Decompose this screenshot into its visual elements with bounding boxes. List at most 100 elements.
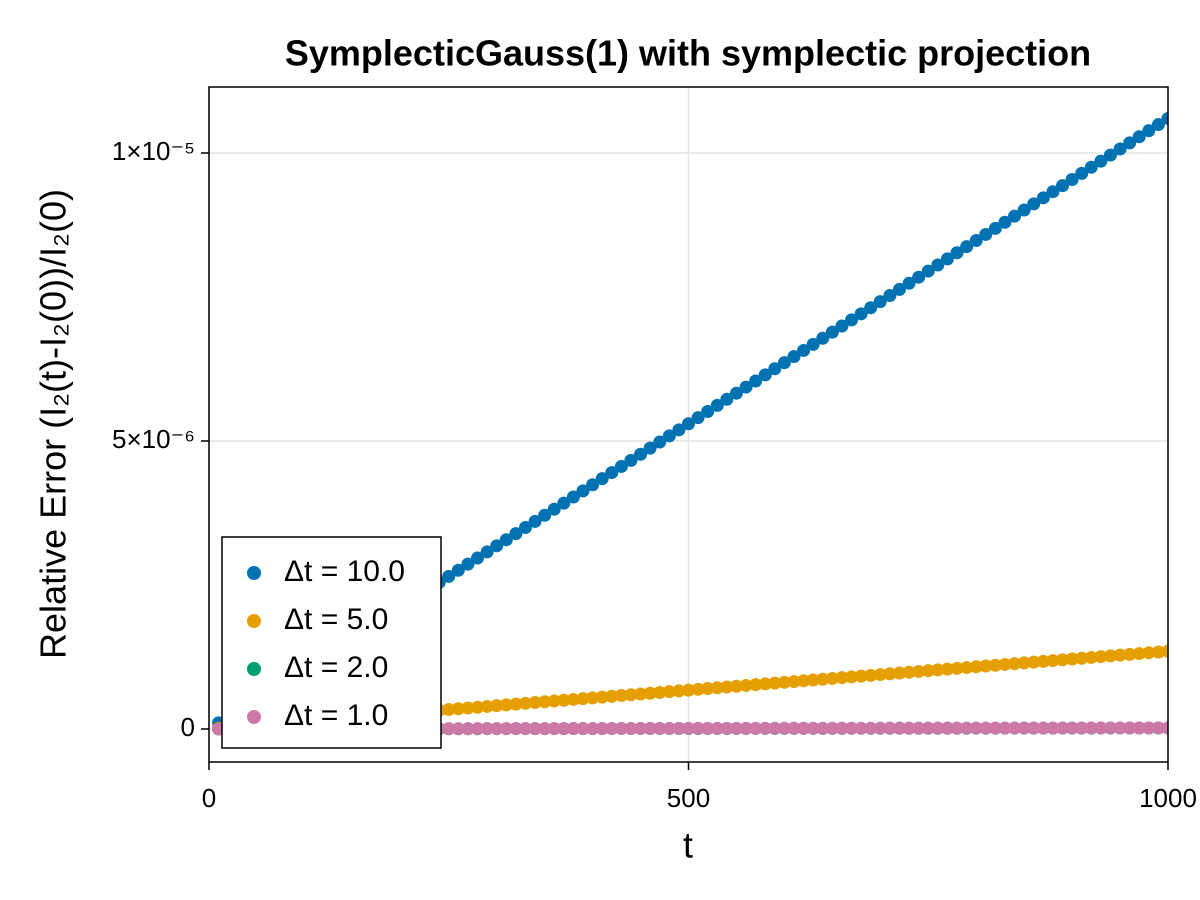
data-point [854, 669, 868, 683]
data-point [528, 696, 542, 710]
data-point [931, 663, 945, 677]
data-point [873, 721, 887, 735]
data-point [1075, 721, 1089, 735]
data-point [960, 240, 974, 254]
data-point [624, 688, 638, 702]
data-point [557, 693, 571, 707]
data-point [864, 668, 878, 682]
data-point [988, 221, 1002, 235]
data-point [787, 721, 801, 735]
data-point [595, 722, 609, 736]
data-point [566, 490, 580, 504]
data-point [576, 692, 590, 706]
data-point [1123, 647, 1137, 661]
data-point [825, 671, 839, 685]
data-point [672, 721, 686, 735]
data-point [835, 721, 849, 735]
data-point [988, 658, 1002, 672]
data-point [547, 694, 561, 708]
data-point [806, 337, 820, 351]
data-point [490, 699, 504, 713]
chart-title: SymplecticGauss(1) with symplectic proje… [285, 33, 1091, 74]
data-point [653, 435, 667, 449]
data-point [749, 721, 763, 735]
legend-label: Δt = 5.0 [284, 603, 388, 636]
data-point [518, 722, 532, 736]
data-point [950, 246, 964, 260]
data-point [566, 722, 580, 736]
data-point [672, 423, 686, 437]
data-point [854, 721, 868, 735]
data-point [883, 289, 897, 303]
data-point [634, 687, 648, 701]
data-point [471, 551, 485, 565]
data-point [729, 721, 743, 735]
data-point [605, 466, 619, 480]
data-point [499, 722, 513, 736]
axes: 0 500 1000 0 5×10⁻⁶ 1×10⁻⁵ [112, 136, 1197, 813]
y-tick-label: 0 [181, 712, 195, 742]
data-point [682, 683, 695, 697]
data-point [490, 722, 504, 736]
data-point [1027, 655, 1041, 669]
data-point [634, 447, 648, 461]
data-point [691, 682, 705, 696]
data-point [518, 521, 532, 535]
data-point [902, 276, 916, 290]
legend-label: Δt = 2.0 [284, 651, 388, 684]
x-tick-label: 500 [667, 783, 710, 813]
data-point [892, 721, 906, 735]
data-point [979, 227, 993, 241]
data-point [739, 721, 753, 735]
data-point [1084, 650, 1098, 664]
data-point [1094, 721, 1108, 735]
data-point [557, 496, 571, 510]
data-point [605, 722, 619, 736]
data-point [461, 557, 475, 571]
data-point [806, 721, 820, 735]
data-point [643, 441, 657, 455]
data-point [710, 681, 724, 695]
data-point [931, 721, 945, 735]
data-point [940, 721, 954, 735]
data-point [921, 264, 935, 278]
data-point [662, 721, 676, 735]
data-point [1113, 142, 1127, 156]
data-point [1056, 179, 1070, 193]
data-point [1046, 721, 1060, 735]
data-point [586, 691, 600, 705]
data-point [768, 362, 782, 376]
data-point [1142, 646, 1156, 660]
data-point [825, 325, 839, 339]
data-point [480, 699, 494, 713]
data-point [451, 702, 465, 716]
data-point [940, 252, 954, 266]
data-point [797, 343, 811, 357]
data-point [988, 721, 1002, 735]
data-point [547, 722, 561, 736]
data-point [845, 670, 859, 684]
data-point [787, 350, 801, 364]
data-point [864, 721, 878, 735]
data-point [1094, 154, 1108, 168]
data-point [797, 721, 811, 735]
data-point [538, 695, 552, 709]
data-point [1017, 203, 1031, 217]
data-point [1094, 650, 1108, 664]
data-point [1056, 653, 1070, 667]
data-point [1065, 173, 1079, 187]
data-point [1017, 721, 1031, 735]
data-point [787, 675, 801, 689]
data-point [1008, 209, 1022, 223]
data-point [749, 678, 763, 692]
data-point [777, 675, 791, 689]
data-point [729, 679, 743, 693]
data-point [1027, 197, 1041, 211]
data-point [1027, 721, 1041, 735]
data-point [912, 270, 926, 284]
data-point [518, 696, 532, 710]
x-tick-label: 0 [202, 783, 216, 813]
data-point [710, 721, 724, 735]
data-point [1036, 654, 1050, 668]
